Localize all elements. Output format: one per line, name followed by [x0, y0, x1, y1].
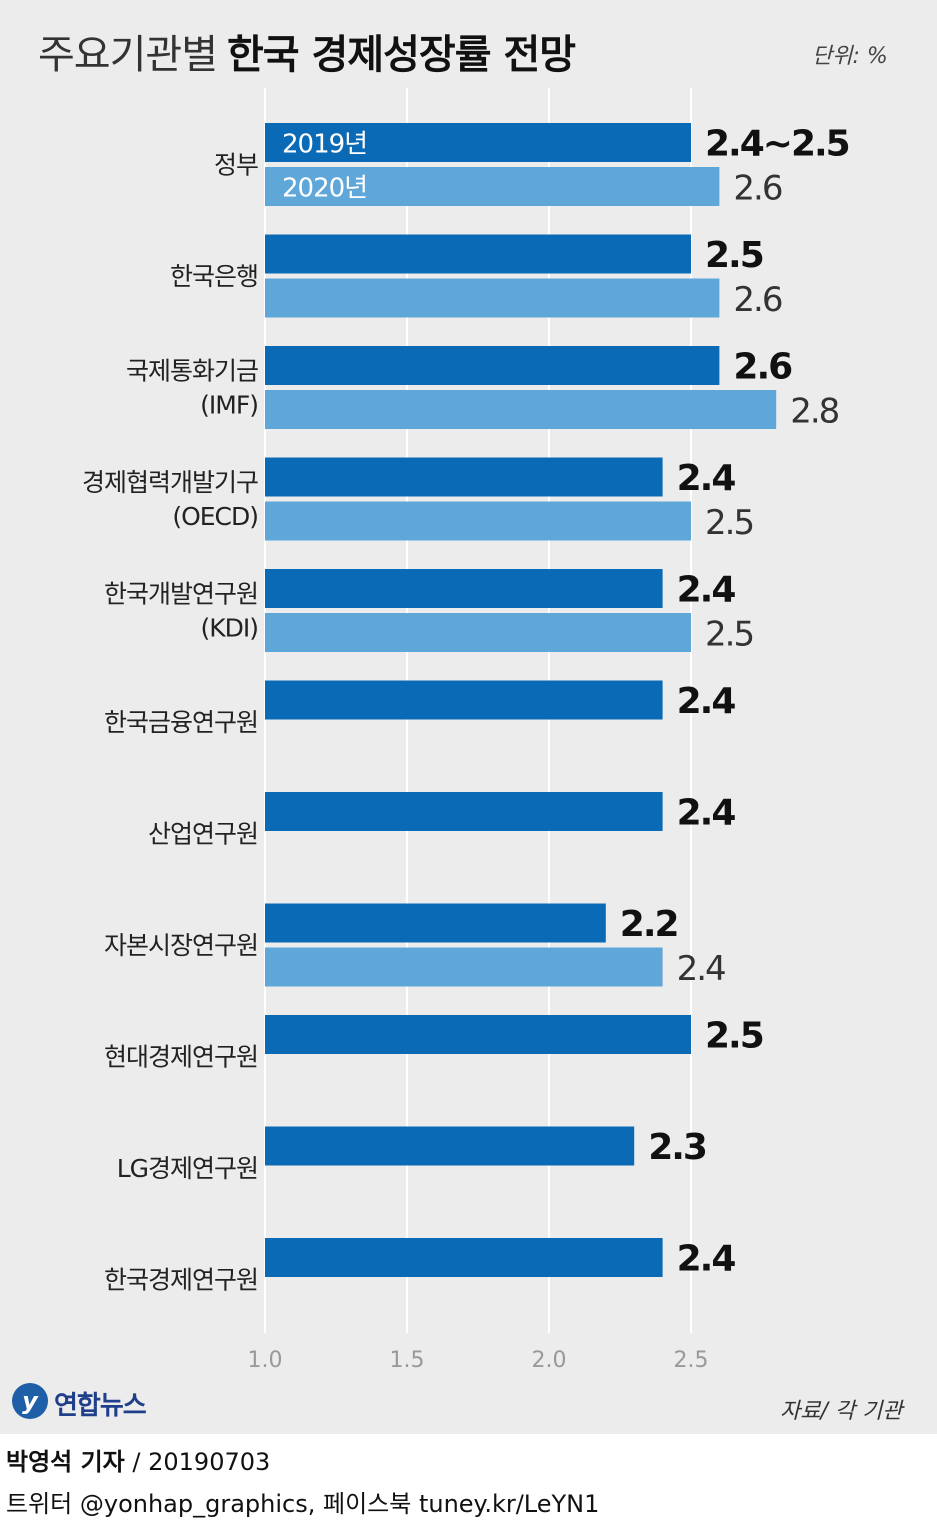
x-tick-label-0: 1.0 — [248, 1348, 283, 1373]
x-tick-label-1: 1.5 — [390, 1348, 425, 1373]
bar-2020-4 — [265, 613, 691, 652]
value-label-2019-9: 2.3 — [648, 1127, 706, 1168]
bar-2019-6 — [265, 792, 663, 831]
value-label-2019-2: 2.6 — [733, 347, 792, 388]
category-label-4-1: (KDI) — [200, 614, 258, 643]
value-label-2019-1: 2.5 — [705, 235, 763, 276]
social-links: 트위터 @yonhap_graphics, 페이스북 tuney.kr/LeYN… — [6, 1490, 600, 1518]
value-label-2019-3: 2.4 — [677, 458, 736, 499]
credit-date: / 20190703 — [132, 1448, 271, 1476]
value-label-2020-0: 2.6 — [733, 169, 781, 209]
source-note: 자료/ 각 기관 — [780, 1399, 903, 1424]
category-label-9-0: LG경제연구원 — [117, 1154, 258, 1183]
page-title: 주요기관별 한국 경제성장률 전망 — [38, 22, 576, 80]
category-label-0-0: 정부 — [214, 151, 258, 180]
bar-2020-0 — [265, 167, 720, 206]
bar-2020-2 — [265, 390, 777, 429]
bar-2019-0 — [265, 123, 691, 162]
bar-2019-2 — [265, 346, 720, 385]
category-label-3-0: 경제협력개발기구 — [82, 468, 258, 497]
x-tick-label-3: 2.5 — [674, 1348, 709, 1373]
bar-2019-7 — [265, 903, 606, 943]
title-light: 주요기관별 — [38, 32, 218, 78]
logo-text: 연합뉴스 — [54, 1391, 147, 1421]
bar-2019-3 — [265, 457, 663, 497]
legend-2019: 2019년 — [282, 130, 367, 160]
category-label-6-0: 산업연구원 — [148, 820, 258, 849]
category-label-4-0: 한국개발연구원 — [104, 580, 258, 609]
bar-2019-8 — [265, 1015, 691, 1054]
category-label-3-1: (OECD) — [172, 502, 258, 531]
value-label-2019-10: 2.4 — [677, 1239, 736, 1280]
category-label-7-0: 자본시장연구원 — [104, 931, 258, 960]
value-label-2019-8: 2.5 — [705, 1016, 763, 1057]
value-label-2020-1: 2.6 — [733, 280, 781, 320]
category-label-5-0: 한국금융연구원 — [104, 708, 258, 737]
value-label-2020-7: 2.4 — [677, 949, 725, 989]
category-label-2-0: 국제통화기금 — [126, 357, 258, 386]
reporter-name: 박영석 기자 — [6, 1448, 125, 1476]
bar-2019-5 — [265, 680, 663, 720]
bar-2019-10 — [265, 1238, 663, 1277]
legend-2020: 2020년 — [282, 174, 367, 204]
bar-2019-4 — [265, 569, 663, 608]
category-label-10-0: 한국경제연구원 — [104, 1266, 258, 1295]
value-label-2019-4: 2.4 — [677, 570, 736, 611]
category-label-1-0: 한국은행 — [170, 262, 258, 291]
bar-2020-3 — [265, 501, 691, 541]
value-label-2020-2: 2.8 — [790, 392, 838, 432]
category-label-2-1: (IMF) — [200, 391, 258, 420]
yonhap-logo: y 연합뉴스 — [12, 1383, 182, 1423]
value-label-2019-7: 2.2 — [620, 904, 678, 945]
title-bold: 한국 경제성장률 전망 — [227, 32, 576, 78]
category-label-8-0: 현대경제연구원 — [104, 1043, 258, 1072]
unit-label: 단위: % — [812, 44, 888, 69]
bar-2019-1 — [265, 234, 691, 274]
bar-2019-9 — [265, 1126, 635, 1166]
logo-mark-icon: y — [12, 1383, 48, 1419]
value-label-2019-5: 2.4 — [677, 681, 736, 722]
credit-line: 박영석 기자 / 20190703 — [6, 1442, 270, 1477]
value-label-2020-3: 2.5 — [705, 503, 753, 543]
bar-chart: 1.0 1.5 2.0 2.5정부2.4~2.52.6한국은행2.52.6국제통화기금… — [82, 88, 851, 1373]
bar-2020-1 — [265, 278, 720, 318]
value-label-2020-4: 2.5 — [705, 615, 753, 655]
x-tick-label-2: 2.0 — [532, 1348, 567, 1373]
value-label-2019-6: 2.4 — [677, 793, 736, 834]
bar-2020-7 — [265, 947, 663, 987]
value-label-2019-0: 2.4~2.5 — [705, 124, 849, 165]
